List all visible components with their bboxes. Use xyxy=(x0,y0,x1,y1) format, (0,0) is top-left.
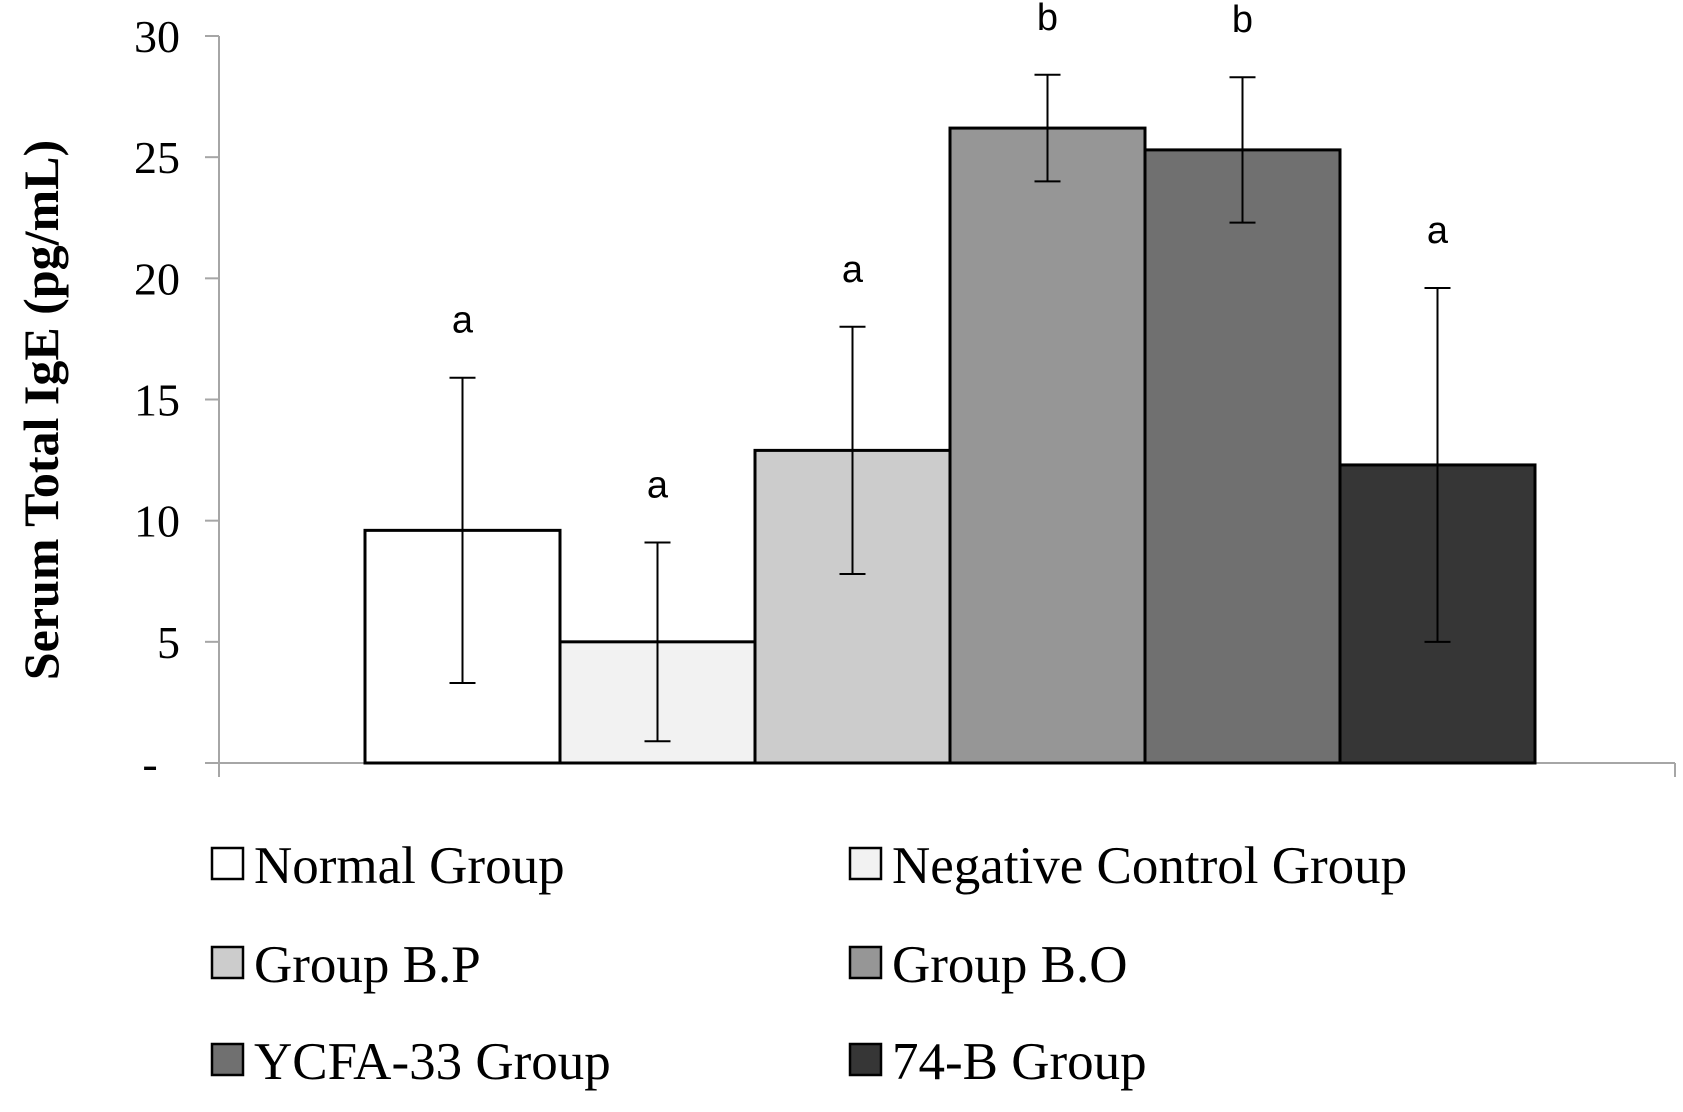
significance-label: a xyxy=(647,464,669,506)
legend-item: Group B.P xyxy=(210,936,481,994)
significance-label: a xyxy=(1427,210,1449,252)
legend-label: Group B.P xyxy=(254,936,481,994)
significance-labels: a a a b b a xyxy=(452,0,1449,506)
y-tick-label: 10 xyxy=(134,496,180,547)
plot-area: - 5 10 15 20 25 30 a a a b b a xyxy=(134,0,1676,789)
y-ticks: - 5 10 15 20 25 30 xyxy=(134,11,219,789)
significance-label: b xyxy=(1232,0,1253,41)
legend-item: 74-B Group xyxy=(848,1033,1147,1091)
y-tick-label: 5 xyxy=(157,617,180,668)
y-tick-label: 20 xyxy=(134,253,180,304)
bar xyxy=(948,126,1147,765)
legend-label: YCFA-33 Group xyxy=(254,1033,611,1091)
y-tick-label: 30 xyxy=(134,11,180,62)
legend-swatch xyxy=(848,1042,883,1077)
error-bar xyxy=(449,376,476,685)
legend-label: Normal Group xyxy=(254,837,565,895)
bar xyxy=(1143,148,1342,765)
legend-label: Group B.O xyxy=(892,936,1128,994)
error-bar xyxy=(839,325,866,575)
legend: Normal Group Negative Control Group Group … xyxy=(210,837,1407,1091)
legend-label: 74-B Group xyxy=(892,1033,1147,1091)
legend-label: Negative Control Group xyxy=(892,837,1407,895)
error-bar xyxy=(1424,287,1451,643)
significance-label: a xyxy=(842,249,864,291)
significance-label: b xyxy=(1037,0,1058,39)
legend-item: Normal Group xyxy=(210,837,565,895)
error-bars xyxy=(449,73,1451,743)
error-bar xyxy=(1034,73,1061,183)
legend-swatch xyxy=(210,846,245,881)
legend-item: YCFA-33 Group xyxy=(210,1033,611,1091)
legend-item: Group B.O xyxy=(848,936,1128,994)
legend-swatch xyxy=(848,945,883,980)
y-tick-label: 25 xyxy=(134,132,180,183)
legend-item: Negative Control Group xyxy=(848,837,1407,895)
bars xyxy=(363,126,1537,765)
y-tick-label: 15 xyxy=(134,375,180,426)
significance-label: a xyxy=(452,300,474,342)
y-tick-label: - xyxy=(142,738,157,789)
legend-swatch xyxy=(210,1042,245,1077)
legend-swatch xyxy=(848,846,883,881)
error-bar xyxy=(644,541,671,743)
y-axis-label: Serum Total IgE (pg/mL) xyxy=(13,140,69,680)
legend-swatch xyxy=(210,945,245,980)
error-bar xyxy=(1229,76,1256,224)
